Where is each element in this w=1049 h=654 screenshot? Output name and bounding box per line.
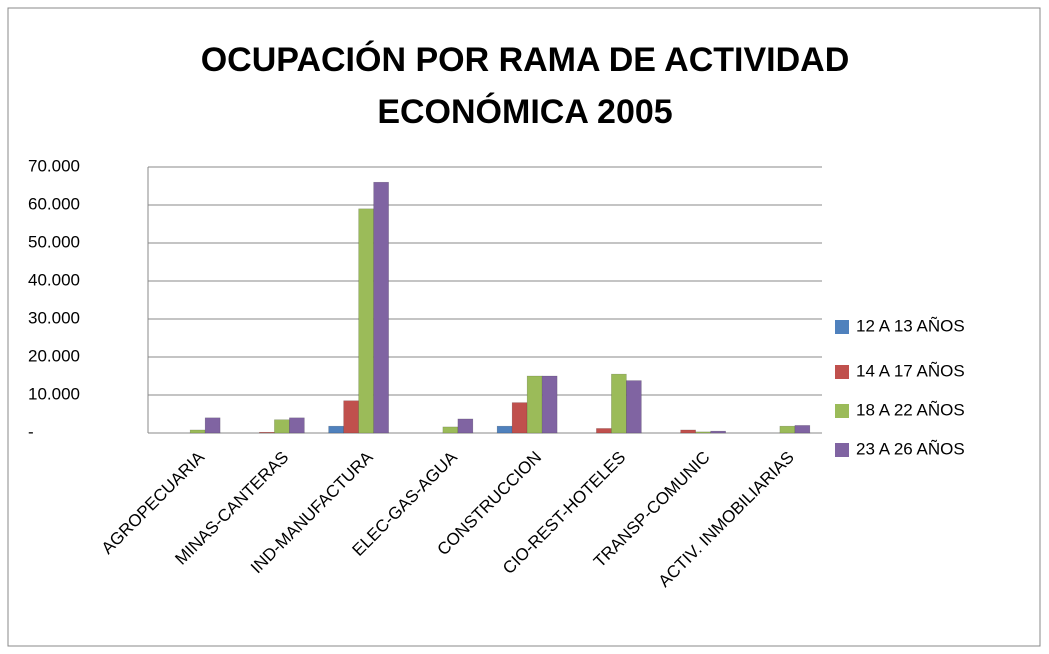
bar	[189, 429, 206, 434]
bar	[626, 380, 642, 434]
bar	[710, 430, 726, 434]
bar	[794, 425, 811, 434]
y-tick-label: 40.000	[28, 270, 80, 289]
bar	[596, 428, 612, 434]
y-tick-label: 70.000	[28, 156, 80, 175]
legend-label: 18 A 22 AÑOS	[856, 400, 965, 419]
bar	[541, 375, 558, 434]
y-tick-label: 60.000	[28, 194, 80, 213]
bar	[289, 417, 305, 434]
legend-swatch	[835, 320, 849, 334]
legend-swatch	[835, 365, 849, 379]
y-tick-label: 30.000	[28, 308, 80, 327]
bar	[259, 431, 275, 434]
legend-swatch	[835, 404, 849, 418]
legend-swatch	[835, 443, 849, 457]
bar	[274, 419, 290, 434]
chart-title: OCUPACIÓN POR RAMA DE ACTIVIDAD ECONÓMIC…	[200, 41, 850, 131]
bar	[358, 208, 374, 434]
bar	[343, 400, 359, 434]
y-tick-label: 10.000	[28, 384, 80, 403]
bar	[496, 425, 513, 434]
bar	[204, 417, 221, 434]
bar	[511, 402, 528, 434]
legend-label: 14 A 17 AÑOS	[856, 361, 965, 380]
y-tick-label: 50.000	[28, 232, 80, 251]
bar	[695, 431, 711, 434]
bar	[680, 429, 696, 434]
bar	[611, 373, 627, 434]
legend-label: 23 A 26 AÑOS	[856, 439, 965, 458]
bar	[373, 181, 389, 434]
bar	[457, 418, 474, 434]
legend-label: 12 A 13 AÑOS	[856, 316, 965, 335]
y-tick-label: 20.000	[28, 346, 80, 365]
chart-border	[7, 7, 1041, 647]
bar	[526, 375, 543, 434]
bar	[328, 425, 344, 434]
bar	[779, 425, 796, 434]
bar	[442, 426, 459, 434]
y-tick-label: -	[28, 422, 34, 441]
